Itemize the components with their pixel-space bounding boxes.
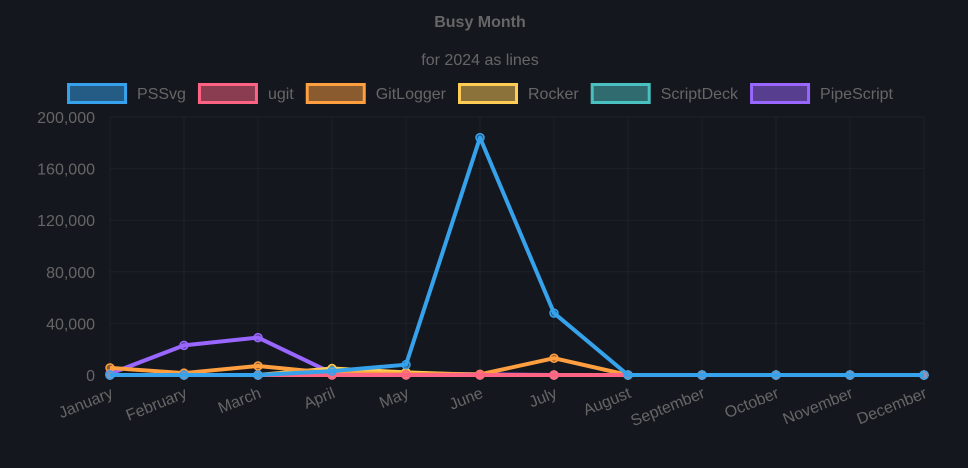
legend-swatch <box>305 83 366 104</box>
data-point <box>105 370 115 380</box>
x-tick-label: September <box>629 385 709 430</box>
legend-label: ScriptDeck <box>661 86 739 103</box>
y-tick-label: 80,000 <box>46 265 95 282</box>
data-point <box>475 132 485 143</box>
x-tick-label: November <box>781 385 856 429</box>
legend-label: GitLogger <box>376 86 447 103</box>
legend-label: PSSvg <box>137 86 186 103</box>
y-tick-label: 200,000 <box>37 110 95 127</box>
legend: PSSvg ugit GitLogger Rocker ScriptDeck PipeSc… <box>67 83 894 104</box>
data-point <box>253 370 263 380</box>
legend-swatch <box>458 83 519 104</box>
legend-label: Rocker <box>528 86 579 103</box>
data-point <box>845 370 855 380</box>
data-point <box>253 361 263 371</box>
data-point <box>475 370 485 380</box>
series-group <box>105 132 929 380</box>
y-tick-label: 160,000 <box>37 162 95 179</box>
data-point <box>919 370 929 380</box>
x-tick-label: May <box>377 385 411 412</box>
data-point <box>549 353 559 363</box>
data-point <box>549 370 559 380</box>
y-tick-label: 40,000 <box>46 316 95 333</box>
grid <box>109 116 925 376</box>
legend-item-gitlogger[interactable]: GitLogger <box>305 83 447 104</box>
data-point <box>401 359 411 370</box>
x-tick-label: January <box>56 385 115 422</box>
x-axis: January February March April May June July Augu… <box>56 385 930 430</box>
data-point <box>401 370 411 380</box>
data-point <box>697 370 707 380</box>
legend-swatch <box>750 83 811 104</box>
series-pssvg <box>105 132 929 380</box>
chart-title: Busy Month <box>434 14 526 31</box>
series-line <box>110 135 924 377</box>
chart-subtitle: for 2024 as lines <box>421 52 538 69</box>
x-tick-label: February <box>124 385 190 425</box>
legend-swatch <box>197 83 258 104</box>
x-tick-label: December <box>855 385 930 429</box>
legend-item-pssvg[interactable]: PSSvg <box>67 83 186 104</box>
legend-item-ugit[interactable]: ugit <box>197 83 294 104</box>
series-line <box>109 356 924 377</box>
y-tick-label: 120,000 <box>37 213 95 230</box>
legend-label: PipeScript <box>820 86 893 103</box>
legend-item-rocker[interactable]: Rocker <box>458 83 580 104</box>
x-tick-label: August <box>581 385 634 420</box>
data-point <box>327 366 337 376</box>
legend-label: ugit <box>268 86 294 103</box>
legend-item-scriptdeck[interactable]: ScriptDeck <box>590 83 739 104</box>
data-point <box>253 332 263 343</box>
x-tick-label: June <box>447 385 486 414</box>
legend-swatch <box>67 83 128 104</box>
y-tick-label: 0 <box>86 368 95 385</box>
x-tick-label: October <box>722 385 782 422</box>
data-point <box>549 308 559 318</box>
y-axis: 0 40,000 80,000 120,000 160,000 200,000 <box>37 110 95 385</box>
data-point <box>179 370 189 380</box>
x-tick-label: March <box>216 385 264 417</box>
data-point <box>623 370 633 380</box>
data-point <box>771 370 781 380</box>
data-point <box>179 340 189 351</box>
series-pipescript <box>105 332 929 380</box>
legend-item-pipescript[interactable]: PipeScript <box>750 83 894 104</box>
x-tick-label: July <box>527 385 560 411</box>
x-tick-label: April <box>301 385 337 413</box>
legend-swatch <box>590 83 651 104</box>
